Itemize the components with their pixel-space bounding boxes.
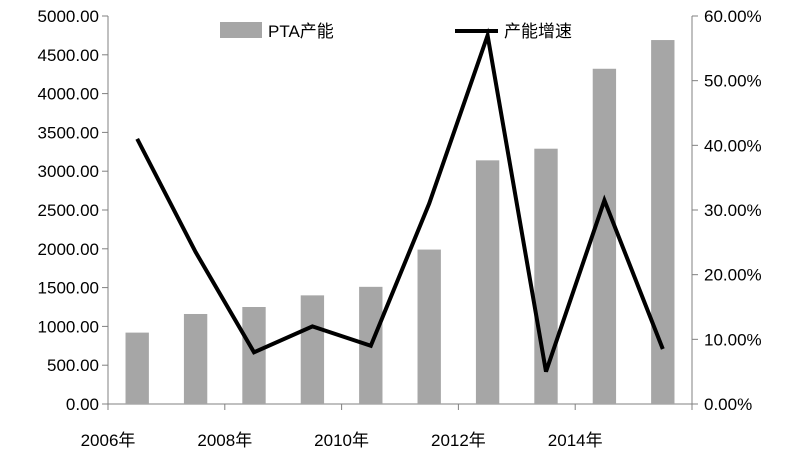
line-capacity-growth	[135, 27, 665, 373]
line-layer	[135, 27, 665, 373]
bar-pta-capacity	[475, 160, 500, 404]
left-tick-label: 1000.00	[38, 317, 99, 336]
bar-pta-capacity	[242, 307, 266, 404]
right-tick-label: 20.00%	[704, 266, 762, 285]
legend-bar-label: PTA产能	[268, 22, 334, 41]
bar-pta-capacity	[651, 40, 675, 404]
left-tick-label: 3500.00	[38, 123, 99, 142]
left-tick-label: 1500.00	[38, 279, 99, 298]
bar-pta-capacity	[592, 68, 617, 404]
right-tick-label: 40.00%	[704, 136, 762, 155]
right-tick-label: 10.00%	[704, 330, 762, 349]
left-tick-label: 2000.00	[38, 240, 99, 259]
bar-pta-capacity	[125, 332, 149, 404]
bar-pta-capacity	[417, 249, 441, 404]
x-tick-label: 2008年	[197, 431, 252, 450]
left-tick-label: 5000.00	[38, 7, 99, 26]
x-tick-label: 2014年	[548, 431, 603, 450]
x-tick-label: 2012年	[431, 431, 486, 450]
left-tick-label: 3000.00	[38, 162, 99, 181]
bars-layer	[125, 40, 675, 404]
left-tick-label: 4500.00	[38, 46, 99, 65]
x-tick-label: 2006年	[81, 431, 136, 450]
legend: PTA产能 产能增速	[220, 22, 572, 41]
axes-layer: 0.00 500.00 1000.00 1500.00 2000.00 2500.00 30…	[38, 7, 762, 450]
x-tick-label: 2010年	[314, 431, 369, 450]
right-tick-label: 30.00%	[704, 201, 762, 220]
left-tick-label: 500.00	[47, 356, 99, 375]
left-tick-label: 2500.00	[38, 201, 99, 220]
legend-line-label: 产能增速	[504, 22, 572, 41]
left-tick-label: 0.00	[66, 395, 99, 414]
left-tick-label: 4000.00	[38, 85, 99, 104]
bar-pta-capacity	[300, 295, 325, 404]
right-tick-label: 60.00%	[704, 7, 762, 26]
right-tick-label: 0.00%	[704, 395, 752, 414]
bar-pta-capacity	[183, 313, 208, 404]
right-tick-label: 50.00%	[704, 72, 762, 91]
legend-bar-swatch	[220, 22, 262, 38]
